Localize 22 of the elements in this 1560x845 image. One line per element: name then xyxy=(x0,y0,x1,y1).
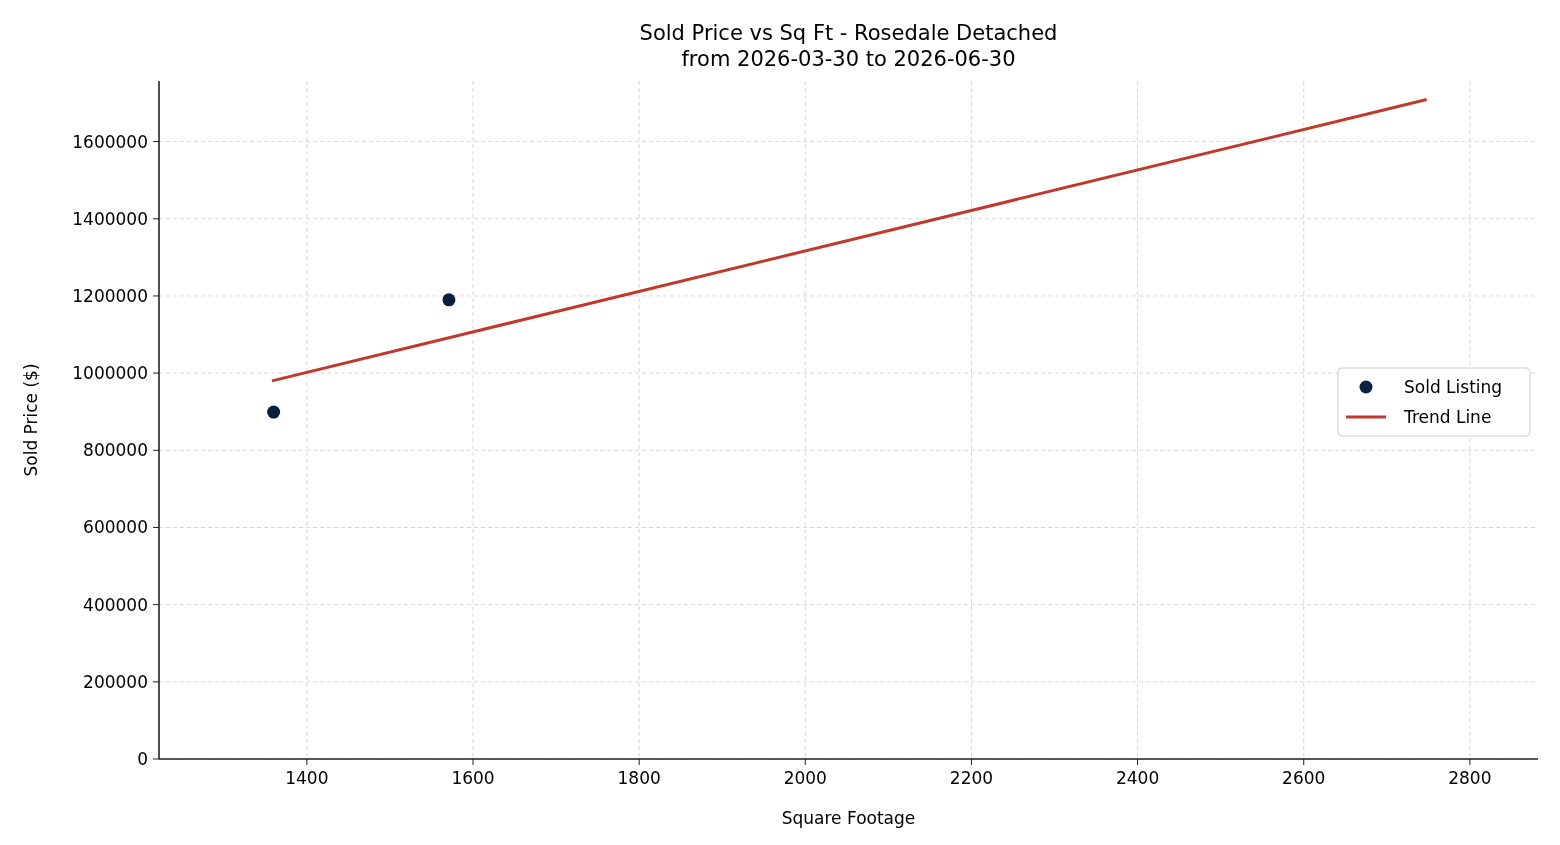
y-tick-label: 1200000 xyxy=(72,285,148,306)
x-tick-label: 2400 xyxy=(1115,768,1160,788)
y-tick-label: 600000 xyxy=(83,517,148,538)
y-tick-label: 1600000 xyxy=(72,131,148,152)
chart-title: Sold Price vs Sq Ft - Rosedale Detached from 2026-03-30 to 2026-06-30 xyxy=(639,21,1058,71)
y-tick-label: 400000 xyxy=(83,594,148,615)
x-tick-label: 2800 xyxy=(1448,768,1492,788)
x-tick-label: 1800 xyxy=(617,768,661,788)
y-tick-label: 1400000 xyxy=(72,208,148,229)
y-tick-label: 0 xyxy=(137,749,148,769)
legend-label: Sold Listing xyxy=(1404,377,1503,397)
y-tick-label: 1000000 xyxy=(72,363,148,384)
x-tick-label: 2200 xyxy=(949,768,994,788)
legend-label: Trend Line xyxy=(1403,407,1492,427)
y-axis-title: Sold Price ($) xyxy=(21,363,41,477)
x-axis-title: Square Footage xyxy=(781,808,916,828)
y-tick-label: 200000 xyxy=(83,671,148,692)
y-tick-label: 800000 xyxy=(83,440,148,461)
x-tick-label: 1600 xyxy=(451,768,495,788)
x-tick-label: 1400 xyxy=(285,768,329,788)
x-tick-label: 2000 xyxy=(783,768,827,788)
x-tick-label: 2600 xyxy=(1282,768,1326,788)
